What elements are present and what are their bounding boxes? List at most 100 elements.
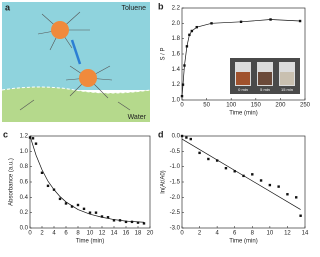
phase-label: Water bbox=[128, 114, 147, 121]
x-tick-label: 8 bbox=[76, 231, 80, 237]
inset-label: 5 min bbox=[260, 87, 270, 92]
y-tick-label: 1.6 bbox=[172, 52, 181, 58]
x-axis-label: Time (min) bbox=[229, 111, 257, 117]
data-point bbox=[299, 214, 302, 217]
x-tick-label: 18 bbox=[135, 231, 142, 237]
x-tick-label: 14 bbox=[111, 231, 118, 237]
data-point bbox=[31, 137, 35, 140]
panel-label: b bbox=[158, 1, 164, 11]
phase-label: Toluene bbox=[121, 5, 146, 12]
x-tick-label: 12 bbox=[99, 231, 106, 237]
data-point bbox=[124, 220, 128, 224]
y-tick-label: 0.0 bbox=[172, 134, 181, 140]
panel-label: c bbox=[3, 129, 8, 139]
data-point bbox=[34, 142, 38, 145]
data-point bbox=[295, 196, 298, 199]
x-tick-label: 0 bbox=[180, 231, 184, 237]
x-tick-label: 12 bbox=[284, 231, 291, 237]
y-tick-label: -2.5 bbox=[170, 210, 181, 216]
panel-label: a bbox=[5, 2, 11, 12]
data-point bbox=[58, 197, 62, 201]
data-point bbox=[180, 94, 184, 98]
x-tick-label: 0 bbox=[180, 103, 184, 109]
data-point bbox=[277, 185, 280, 188]
data-point bbox=[112, 219, 116, 222]
x-tick-label: 0 bbox=[28, 231, 32, 237]
data-point bbox=[100, 215, 104, 218]
data-point bbox=[268, 183, 272, 187]
data-point bbox=[180, 134, 184, 138]
y-axis-label: S / P bbox=[161, 47, 167, 60]
y-axis-label: ln(At/A0) bbox=[161, 170, 167, 193]
x-tick-label: 10 bbox=[87, 231, 94, 237]
vial-liquid bbox=[236, 72, 250, 85]
y-tick-label: 1.2 bbox=[20, 134, 29, 140]
y-axis-label: Absorbance (a.u.) bbox=[9, 158, 15, 206]
data-point bbox=[259, 179, 263, 182]
x-tick-label: 20 bbox=[147, 231, 154, 237]
panel-label: d bbox=[158, 129, 164, 139]
chart: d 0 2 4 6 8 10 12 14 -3.0 -2.5 -2.0 -1.5 -1.0 -0.5 0.0 T… bbox=[158, 129, 309, 244]
toluene-phase bbox=[2, 2, 150, 90]
x-tick-label: 200 bbox=[275, 103, 286, 109]
data-point bbox=[76, 203, 80, 207]
data-point bbox=[28, 136, 32, 139]
vial-liquid bbox=[258, 72, 272, 85]
x-tick-label: 14 bbox=[302, 231, 309, 237]
data-point bbox=[64, 202, 68, 205]
y-tick-label: -0.5 bbox=[170, 149, 181, 155]
y-tick-label: 0.2 bbox=[20, 210, 29, 216]
y-tick-label: 0.0 bbox=[20, 226, 29, 232]
x-tick-label: 2 bbox=[40, 231, 44, 237]
y-tick-label: -3.0 bbox=[170, 226, 181, 232]
x-tick-label: 150 bbox=[251, 103, 262, 109]
y-tick-label: 2.0 bbox=[172, 21, 181, 27]
data-point bbox=[233, 170, 236, 173]
fit-line bbox=[29, 135, 145, 223]
x-tick-label: 4 bbox=[215, 231, 219, 237]
x-axis-label: Time (min) bbox=[76, 239, 104, 245]
data-point bbox=[70, 205, 74, 208]
data-point bbox=[185, 136, 188, 139]
y-tick-label: -2.0 bbox=[170, 195, 181, 201]
x-tick-label: 4 bbox=[52, 231, 56, 237]
y-tick-label: 1.2 bbox=[172, 82, 181, 88]
data-point bbox=[88, 211, 92, 214]
y-tick-label: 0.6 bbox=[20, 180, 29, 186]
water-phase bbox=[2, 87, 150, 122]
x-axis-label: Time (min) bbox=[229, 239, 257, 245]
data-point bbox=[215, 159, 219, 162]
data-point bbox=[130, 220, 134, 224]
data-point bbox=[136, 221, 140, 224]
figure: a Toluene Water b0 50 100 150 200 2501.01.21.… bbox=[1, 1, 311, 245]
data-point bbox=[189, 137, 192, 141]
y-tick-label: 1.0 bbox=[20, 149, 29, 155]
inset-label: 0 min bbox=[238, 87, 248, 92]
data-point bbox=[298, 19, 302, 23]
data-point bbox=[106, 216, 110, 219]
data-point bbox=[251, 173, 254, 176]
data-point bbox=[286, 193, 289, 196]
nanoparticle bbox=[79, 69, 97, 87]
inset-label: 15 min bbox=[281, 87, 293, 92]
vial-liquid bbox=[280, 72, 294, 85]
fit-line bbox=[181, 138, 301, 210]
chart: c 0 2 4 6 8 10 12 14 16 18 20 0.0 0.2 0.4 0.6 0.8 1.0 1.2 T… bbox=[3, 129, 154, 244]
y-tick-label: -1.5 bbox=[170, 180, 181, 186]
y-tick-label: 1.8 bbox=[172, 36, 181, 42]
x-tick-label: 6 bbox=[233, 231, 237, 237]
x-tick-label: 2 bbox=[198, 231, 202, 237]
x-tick-label: 250 bbox=[300, 103, 311, 109]
fit-line bbox=[181, 19, 301, 97]
y-tick-label: -1.0 bbox=[170, 164, 181, 170]
y-tick-label: 0.8 bbox=[20, 164, 29, 170]
data-point bbox=[94, 211, 98, 214]
interface bbox=[1, 86, 151, 94]
data-point bbox=[207, 157, 210, 161]
y-tick-label: 1.0 bbox=[172, 98, 181, 104]
chart: b 0 50 100 150 200 250 1.0 1.2 1.4 1.6 1.8 2.0 2.2 Tim… bbox=[158, 1, 311, 116]
arrow bbox=[70, 39, 82, 65]
data-point bbox=[224, 167, 228, 170]
data-point bbox=[142, 222, 146, 225]
data-point bbox=[40, 171, 44, 174]
